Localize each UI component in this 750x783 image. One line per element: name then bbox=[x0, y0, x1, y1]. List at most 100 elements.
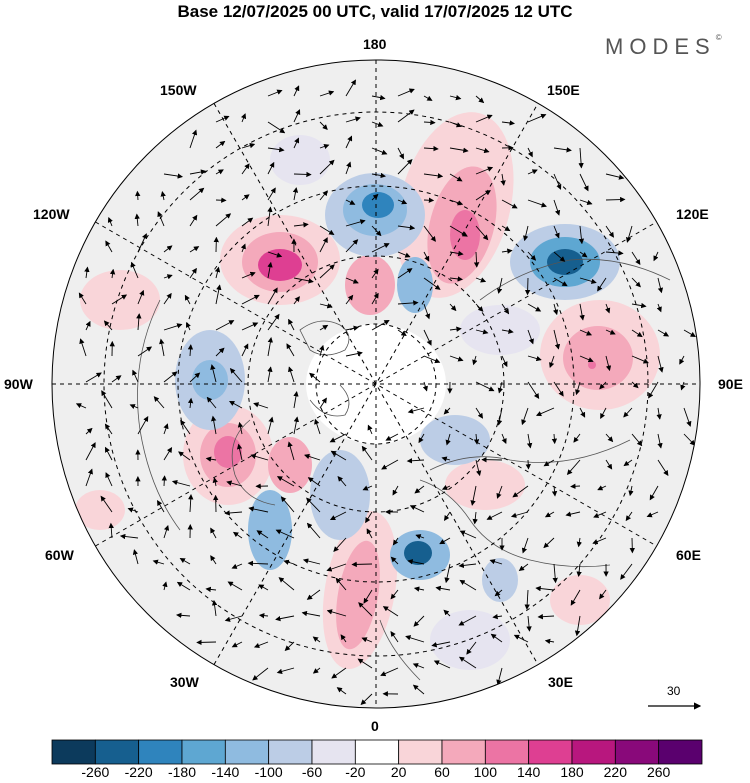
wind-vector bbox=[525, 459, 531, 470]
wind-vector bbox=[392, 485, 399, 496]
wind-vector bbox=[224, 615, 243, 622]
wind-vector bbox=[186, 321, 191, 331]
wind-vector bbox=[423, 145, 439, 152]
wind-vector bbox=[237, 421, 244, 435]
wind-vector bbox=[501, 120, 515, 126]
wind-vector bbox=[241, 194, 250, 201]
colorbar-tick-label: 140 bbox=[516, 764, 541, 780]
wind-vector bbox=[345, 161, 352, 175]
wind-vector bbox=[319, 121, 328, 130]
wind-vector bbox=[85, 442, 96, 461]
colorbar-tick-label: 220 bbox=[603, 764, 628, 780]
wind-vector bbox=[472, 511, 478, 525]
wind-vector bbox=[176, 612, 191, 619]
wind-vector bbox=[163, 292, 172, 305]
wind-vector bbox=[293, 85, 300, 97]
wind-vector bbox=[231, 641, 243, 648]
colorbar-swatch bbox=[311, 739, 356, 765]
colorbar-swatch bbox=[138, 739, 183, 765]
wind-vector bbox=[319, 264, 335, 279]
wind-vector bbox=[459, 579, 477, 591]
wind-vector bbox=[215, 115, 230, 123]
wind-vector bbox=[293, 391, 299, 409]
wind-vector bbox=[335, 577, 347, 591]
colorbar-swatch bbox=[398, 739, 443, 765]
wind-vector bbox=[501, 225, 511, 232]
colorbar-swatch bbox=[528, 739, 573, 765]
wind-vector bbox=[405, 635, 425, 643]
wind-vector bbox=[501, 433, 507, 445]
wind-vector bbox=[553, 173, 562, 190]
lon-label-60w: 60W bbox=[45, 547, 74, 563]
wind-vector bbox=[84, 266, 90, 279]
wind-vector bbox=[319, 397, 327, 409]
wind-vector bbox=[85, 427, 93, 435]
wind-vector bbox=[510, 511, 529, 518]
lon-label-60e: 60E bbox=[676, 547, 701, 563]
wind-vector bbox=[301, 610, 321, 617]
wind-vector bbox=[276, 476, 295, 487]
wind-vector bbox=[473, 433, 480, 445]
wind-vector bbox=[397, 268, 413, 279]
wind-vector bbox=[312, 667, 321, 674]
wind-vector bbox=[566, 459, 581, 475]
colorbar-tick-label: -100 bbox=[254, 764, 283, 780]
wind-vector bbox=[553, 199, 561, 216]
wind-vector bbox=[527, 113, 547, 123]
wind-vector bbox=[130, 261, 139, 279]
wind-vector bbox=[361, 445, 373, 461]
wind-vector bbox=[215, 140, 226, 149]
wind-vector bbox=[423, 119, 436, 126]
wind-vector bbox=[333, 537, 347, 552]
wind-vector bbox=[574, 615, 581, 637]
wind-vector bbox=[267, 287, 278, 305]
wind-vector bbox=[579, 407, 586, 418]
wind-vector bbox=[241, 163, 250, 175]
wind-vector bbox=[127, 507, 139, 513]
wind-vector bbox=[215, 347, 225, 357]
wind-vector bbox=[543, 459, 555, 467]
wind-vector bbox=[648, 381, 659, 399]
wind-vector bbox=[549, 355, 555, 369]
wind-vector bbox=[496, 277, 503, 294]
wind-vector bbox=[449, 147, 469, 153]
wind-vector bbox=[382, 606, 399, 617]
wind-vector bbox=[423, 173, 444, 179]
wind-vector bbox=[496, 667, 503, 686]
wind-vector bbox=[107, 216, 113, 227]
wind-vector bbox=[578, 147, 584, 169]
wind-vector bbox=[178, 451, 191, 461]
wind-vector bbox=[275, 529, 295, 539]
wind-vector bbox=[256, 530, 269, 539]
wind-vector bbox=[105, 240, 113, 253]
wind-vector bbox=[397, 251, 411, 258]
wind-vector bbox=[330, 450, 347, 461]
wind-vector bbox=[336, 687, 347, 695]
wind-vector bbox=[210, 364, 217, 383]
wind-vector bbox=[501, 328, 514, 334]
wind-vector bbox=[466, 641, 477, 655]
wind-vector bbox=[293, 277, 314, 284]
wind-vector bbox=[527, 199, 547, 208]
wind-vector bbox=[409, 505, 425, 513]
wind-vector bbox=[605, 303, 611, 314]
wind-vector bbox=[286, 343, 295, 357]
wind-vector bbox=[360, 693, 373, 706]
wind-vector bbox=[553, 303, 559, 316]
wind-vector bbox=[553, 225, 560, 239]
wind-vector bbox=[576, 537, 583, 548]
wind-vector bbox=[241, 294, 260, 305]
wind-vector bbox=[267, 206, 273, 227]
wind-vector bbox=[129, 404, 139, 410]
colorbar-tick-label: -260 bbox=[81, 764, 110, 780]
wind-vector bbox=[157, 500, 165, 513]
wind-vector bbox=[111, 294, 128, 305]
wind-vector bbox=[267, 89, 283, 97]
wind-vector bbox=[441, 456, 451, 462]
wind-vector bbox=[501, 199, 518, 209]
wind-vector bbox=[390, 631, 399, 643]
wind-vector bbox=[367, 424, 373, 435]
wind-vector bbox=[473, 251, 480, 268]
wind-vector bbox=[458, 562, 477, 569]
